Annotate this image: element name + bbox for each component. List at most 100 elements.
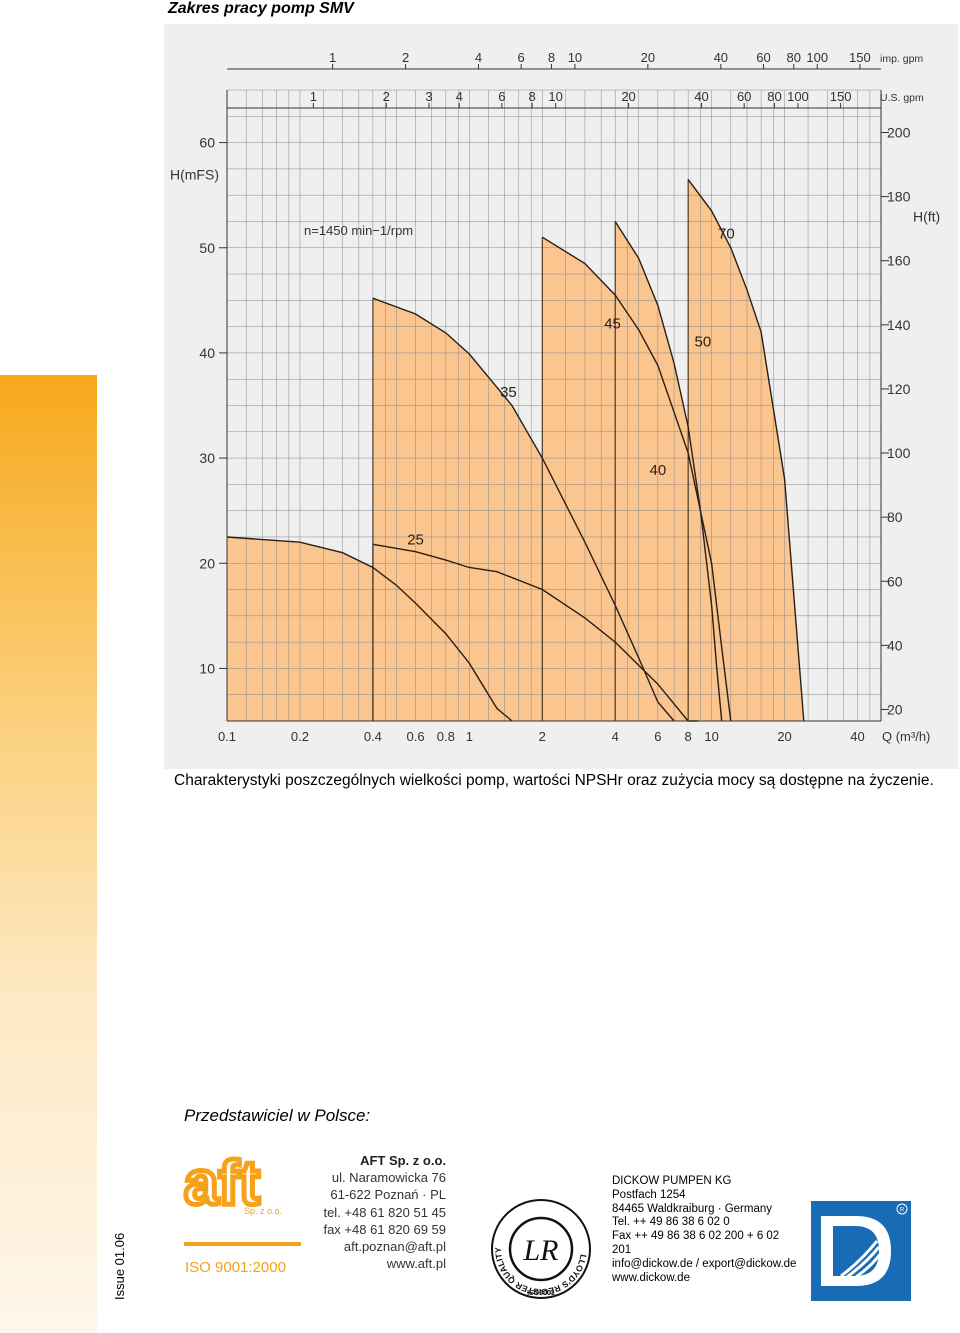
y2-tick-label: 80 [887,509,903,525]
x-tick-label: 10 [704,729,718,744]
y-tick-label: 40 [199,345,215,361]
area-70 [688,179,804,721]
y2-axis-label: H(ft) [913,208,940,224]
representative-title: Przedstawiciel w Polsce: [184,1106,371,1125]
y2-tick-label: 40 [887,637,903,653]
sidebar-gradient-bar [0,375,97,1333]
x-tick-label: 0.1 [218,729,236,744]
top-scale-label: 10 [568,50,582,65]
series-label-45: 45 [604,316,621,333]
top-scale-unit: imp. gpm [880,53,923,65]
y2-tick-label: 100 [887,445,911,461]
dickow-address: DICKOW PUMPEN KG Postfach 1254 84465 Waldk… [612,1175,808,1285]
top-scale-label: 3 [425,89,432,104]
x-tick-label: 20 [777,729,791,744]
aft-web[interactable]: www.aft.pl [386,1256,446,1272]
y2-tick-label: 160 [887,253,911,269]
lloyds-register-seal: LLOYD'S REGISTER QUALITY ASSURANCE LR IS… [490,1198,591,1299]
top-scale-label: 150 [830,89,852,104]
dickow-line: 201 [612,1243,632,1256]
top-scale-label: 8 [529,89,536,104]
top-scale-label: 60 [737,89,751,104]
chart-svg: 25 35 40 45 50 70 0.1 0.2 0.4 0.6 0.8 1 2 4 6 8 10 20 40 Q … [170,50,940,744]
aft-iso-label: ISO 9001:2000 [185,1259,286,1276]
dickow-line[interactable]: info@dickow.de / export@dickow.de [612,1257,797,1270]
y-tick-label: 10 [199,660,215,676]
area-25 [227,537,512,721]
top-scale-label: 6 [498,89,505,104]
x-tick-label: 0.4 [364,729,382,744]
aft-logo: aft Sp. z o.o. [182,1147,282,1221]
top-scale-label: 10 [548,89,562,104]
x-tick-label: 6 [654,729,661,744]
top-scale-label: 20 [621,89,635,104]
top-scale-label: 60 [756,50,770,65]
y-axis-label: H(mFS) [170,166,219,182]
x-tick-label: 2 [539,729,546,744]
y2-tick-label: 60 [887,573,903,589]
y2-tick-label: 180 [887,189,911,205]
curve-25 [226,536,513,722]
aft-street: ul. Naramowicka 76 [331,1170,446,1186]
series-label-50: 50 [695,334,712,351]
chart-caption: Charakterystyki poszczególnych wielkości… [174,772,934,789]
aft-tel: tel. +48 61 820 51 45 [323,1204,446,1220]
y2-tick-label: 140 [887,317,911,333]
top-scale-label: 80 [787,50,801,65]
y2-tick-label: 20 [887,701,903,717]
aft-fax: fax +48 61 820 69 59 [323,1221,446,1237]
top-scale-label: 20 [641,50,655,65]
issue-label: Issue 01.06 [112,1232,127,1300]
series-label-70: 70 [718,225,735,242]
aft-company: AFT Sp. z o.o. [360,1153,446,1168]
top-scale-label: 40 [694,89,708,104]
top-scale-label: 4 [475,50,482,65]
top-scale-label: 8 [548,50,555,65]
aft-logo-subtext: Sp. z o.o. [244,1206,282,1216]
page-title: Zakres pracy pomp SMV [168,0,354,17]
aft-city: 61-622 Poznań · PL [330,1187,446,1203]
x-tick-label: 1 [466,729,473,744]
curve-45 [541,236,732,722]
top-scale-label: 2 [383,89,390,104]
y-tick-label: 60 [199,135,215,151]
x-tick-label: 0.6 [407,729,425,744]
aft-email[interactable]: aft.poznan@aft.pl [343,1239,446,1255]
aft-divider [184,1242,301,1246]
y-tick-label: 20 [199,555,215,571]
x-tick-label: 8 [685,729,692,744]
pump-range-chart: 25 35 40 45 50 70 0.1 0.2 0.4 0.6 0.8 1 2 4 6 8 10 20 40 Q … [164,24,958,769]
series-label-40: 40 [650,462,667,479]
x-tick-label: 0.2 [291,729,309,744]
top-scale-label: 100 [806,50,828,65]
dickow-logo: R [811,1201,911,1301]
lloyds-monogram: LR [522,1234,558,1267]
y-tick-label: 50 [199,240,215,256]
top-scale-label: 4 [456,89,463,104]
aft-address: AFT Sp. z o.o. ul. Naramowicka 76 61-622… [316,1152,446,1272]
top-scale-unit: U.S. gpm [880,92,924,104]
lloyds-bottom-text: ISO9001 [527,1290,555,1297]
top-scale-label: 1 [310,89,317,104]
aft-logo-text: aft [184,1149,260,1218]
dickow-line[interactable]: www.dickow.de [612,1271,690,1284]
x-tick-label: 0.8 [437,729,455,744]
dickow-line: 84465 Waldkraiburg · Germany [612,1202,773,1215]
x-tick-label: 4 [612,729,619,744]
curve-70 [687,178,805,722]
series-label-35: 35 [500,384,517,401]
top-scale-label: 100 [787,89,809,104]
y-tick-label: 30 [199,450,215,466]
top-scale-label: 40 [714,50,728,65]
top-scale-label: 2 [402,50,409,65]
y2-tick-label: 200 [887,124,911,140]
x-axis-label: Q (m³/h) [882,729,930,744]
top-scale-label: 80 [767,89,781,104]
dickow-line: Postfach 1254 [612,1188,686,1201]
top-scale-label: 6 [518,50,525,65]
dickow-line: DICKOW PUMPEN KG [612,1175,732,1187]
dickow-line: Fax ++ 49 86 38 6 02 200 + 6 02 [612,1230,780,1243]
svg-text:R: R [900,1208,905,1214]
top-scale-label: 1 [329,50,336,65]
x-tick-label: 40 [850,729,864,744]
